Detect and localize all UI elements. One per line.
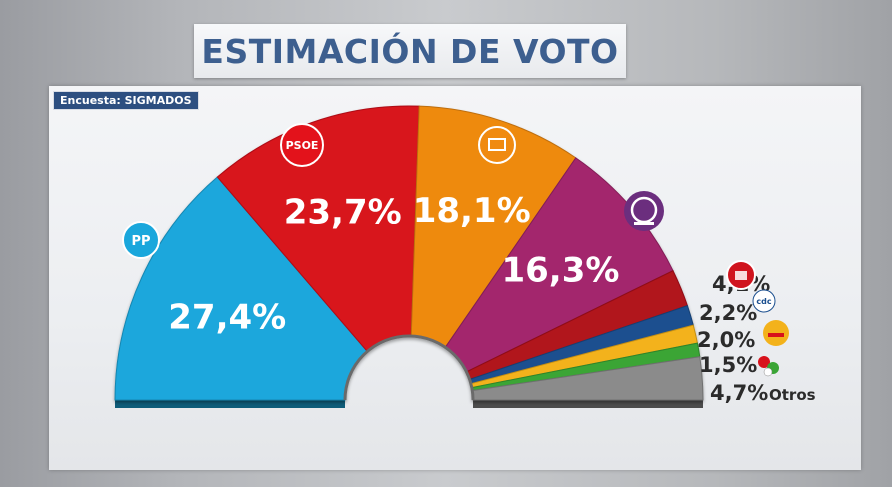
- pp-logo-icon: PP: [122, 221, 160, 259]
- data-label-erc: 2,0%: [697, 328, 755, 352]
- podemos-logo-icon: [624, 191, 664, 231]
- source-tag: Encuesta: SIGMADOS: [53, 91, 199, 110]
- data-label-pp: 27,4%: [168, 298, 286, 338]
- data-label-otros-name: Otros: [769, 386, 816, 404]
- svg-text:cdc: cdc: [756, 297, 771, 306]
- base-rim-right: [473, 400, 703, 408]
- base-rim-left: [115, 400, 345, 408]
- pnv-logo-icon: [758, 356, 779, 377]
- chart-title: ESTIMACIÓN DE VOTO: [201, 31, 619, 71]
- data-label-cdc: 2,2%: [699, 301, 757, 325]
- data-label-pnv: 1,5%: [699, 353, 757, 377]
- data-label-podemos: 16,3%: [501, 250, 619, 290]
- psoe-logo-icon: PSOE: [280, 123, 324, 167]
- donut-hole-rim: [343, 334, 475, 401]
- cdc-logo-icon: cdc: [752, 289, 776, 313]
- svg-text:PP: PP: [131, 234, 150, 249]
- svg-text:PSOE: PSOE: [286, 139, 319, 152]
- data-label-otros: 4,7%: [710, 381, 768, 405]
- ciudadanos-logo-icon: [478, 126, 516, 164]
- erc-logo-icon: [763, 320, 789, 346]
- iu-logo-icon: [726, 260, 756, 290]
- data-label-psoe: 23,7%: [284, 192, 402, 232]
- title-banner: ESTIMACIÓN DE VOTO: [194, 24, 626, 78]
- data-label-cs: 18,1%: [413, 191, 531, 231]
